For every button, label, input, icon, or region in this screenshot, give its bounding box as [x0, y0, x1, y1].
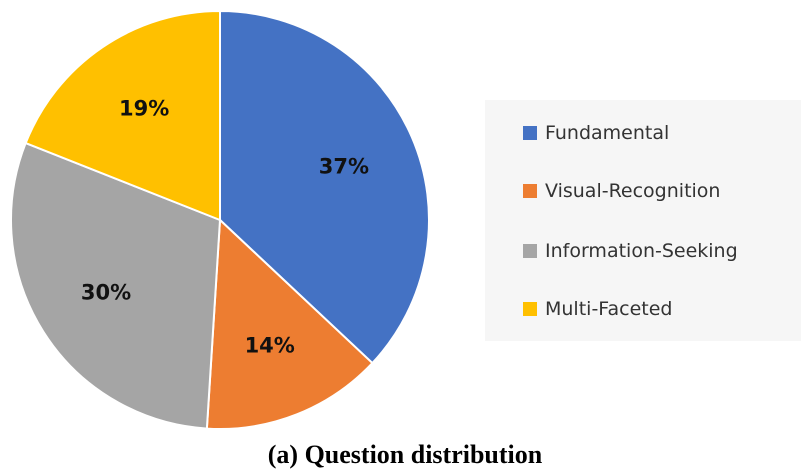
legend-label-multi-faceted: Multi-Faceted	[545, 298, 673, 320]
legend-item-information-seeking: Information-Seeking	[523, 240, 738, 262]
pie-slice-fundamental	[219, 9, 430, 365]
pie-slice-multi-faceted	[24, 9, 221, 222]
legend-item-fundamental: Fundamental	[523, 122, 669, 144]
data-label-visual-recognition: 14%	[245, 334, 295, 358]
legend-label-fundamental: Fundamental	[545, 122, 670, 144]
legend-label-information-seeking: Information-Seeking	[545, 240, 738, 262]
legend: Fundamental Visual-Recognition Informati…	[485, 100, 801, 341]
legend-item-visual-recognition: Visual-Recognition	[523, 180, 720, 202]
pie-slice-information-seeking	[10, 141, 222, 430]
legend-item-multi-faceted: Multi-Faceted	[523, 298, 672, 320]
legend-swatch-visual-recognition	[523, 184, 537, 198]
data-label-information-seeking: 30%	[81, 280, 131, 304]
legend-swatch-information-seeking	[523, 244, 537, 258]
legend-label-visual-recognition: Visual-Recognition	[545, 180, 721, 202]
pie-slice-visual-recognition	[205, 217, 374, 430]
data-label-fundamental: 37%	[319, 154, 369, 178]
legend-swatch-multi-faceted	[523, 302, 537, 316]
chart-caption: (a) Question distribution	[267, 440, 543, 469]
data-label-multi-faceted: 19%	[119, 96, 169, 120]
legend-swatch-fundamental	[523, 126, 537, 140]
